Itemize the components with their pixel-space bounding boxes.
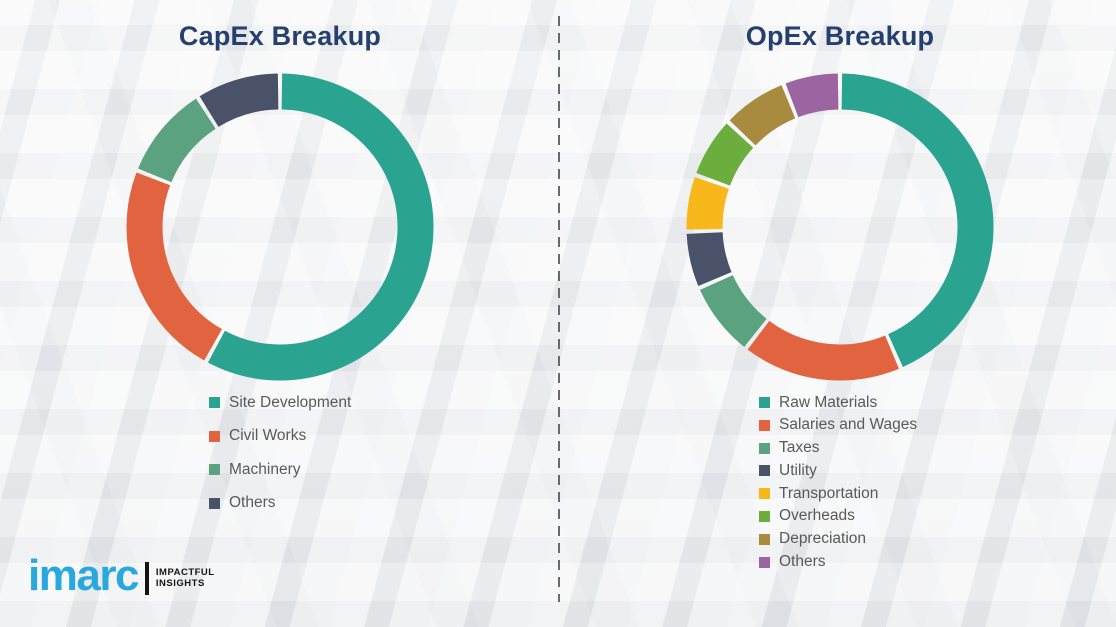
legend-marker [759,533,770,545]
legend-marker [209,497,220,509]
legend-label: Transportation [779,484,879,502]
legend-item: Overheads [759,506,917,527]
legend-label: Taxes [779,439,820,457]
imarc-logo-divider-bar [144,561,149,595]
legend-marker [209,464,220,475]
legend-label: Others [779,553,826,571]
legend-marker [209,397,220,408]
imarc-logo-tagline: IMPACTFUL INSIGHTS [156,567,215,590]
legend-item: Civil Works [209,426,351,447]
donut-segment-site-development [126,73,434,381]
imarc-logo-wordmark: imarc [28,551,139,600]
legend-marker [209,430,220,442]
legend-item: Depreciation [759,529,917,550]
legend-marker [759,556,770,568]
donut-segment-raw-materials [686,73,994,381]
opex-legend: Raw Materials Salaries and Wages Taxes Util… [759,392,917,574]
legend-label: Salaries and Wages [779,416,918,434]
capex-legend: Site Development Civil Works Machinery Othe… [209,392,351,526]
legend-label: Overheads [779,507,855,525]
legend-item: Raw Materials [759,392,917,413]
legend-marker [759,488,770,500]
legend-item: Transportation [759,483,917,504]
legend-label: Civil Works [229,427,307,444]
legend-label: Site Development [229,393,352,411]
legend-item: Taxes [759,438,917,459]
capex-donut-chart [125,72,435,382]
imarc-logo: imarc IMPACTFUL INSIGHTS [28,554,215,598]
legend-marker [759,419,770,431]
legend-marker [759,510,770,522]
legend-marker [759,442,770,454]
donut-segment-transportation [686,73,994,381]
legend-item: Utility [759,460,917,481]
legend-item: Site Development [209,392,351,413]
legend-label: Others [229,494,276,511]
legend-label: Machinery [229,460,301,478]
imarc-tagline-line1: IMPACTFUL [155,566,215,578]
donut-segment-civil-works [126,73,434,381]
capex-title: CapEx Breakup [178,21,382,51]
legend-label: Raw Materials [779,393,878,411]
opex-title: OpEx Breakup [745,21,935,51]
donut-segment-salaries-and-wages [686,73,994,381]
legend-item: Others [759,552,917,573]
opex-donut-chart [685,72,995,382]
legend-item: Others [209,493,351,514]
imarc-tagline-line2: INSIGHTS [155,578,205,589]
legend-item: Salaries and Wages [759,415,917,436]
divider-dashed-line [558,16,560,602]
legend-item: Machinery [209,459,351,480]
legend-label: Utility [779,461,817,479]
legend-marker [759,397,770,408]
legend-marker [759,465,770,477]
legend-label: Depreciation [779,530,867,548]
